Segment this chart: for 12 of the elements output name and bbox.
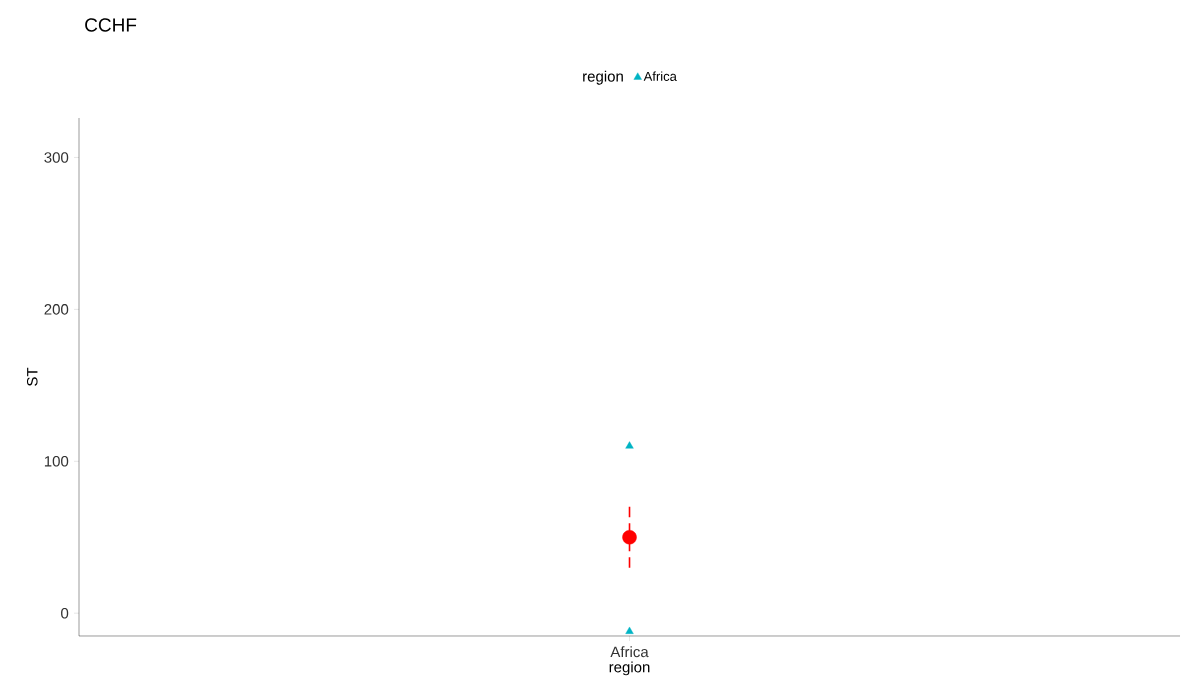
point xyxy=(622,530,637,545)
x-axis-title: region xyxy=(609,661,650,676)
legend-title: region xyxy=(583,70,623,85)
y-tick-label: 200 xyxy=(44,304,69,315)
point xyxy=(625,441,634,449)
legend-label: Africa xyxy=(643,71,677,81)
y-tick-label: 0 xyxy=(61,607,69,619)
point xyxy=(625,626,634,634)
chart-title: CCHF xyxy=(85,18,137,32)
y-axis-title: ST xyxy=(26,367,38,386)
y-tick-label: 100 xyxy=(44,455,69,467)
y-tick-label: 300 xyxy=(44,152,69,163)
